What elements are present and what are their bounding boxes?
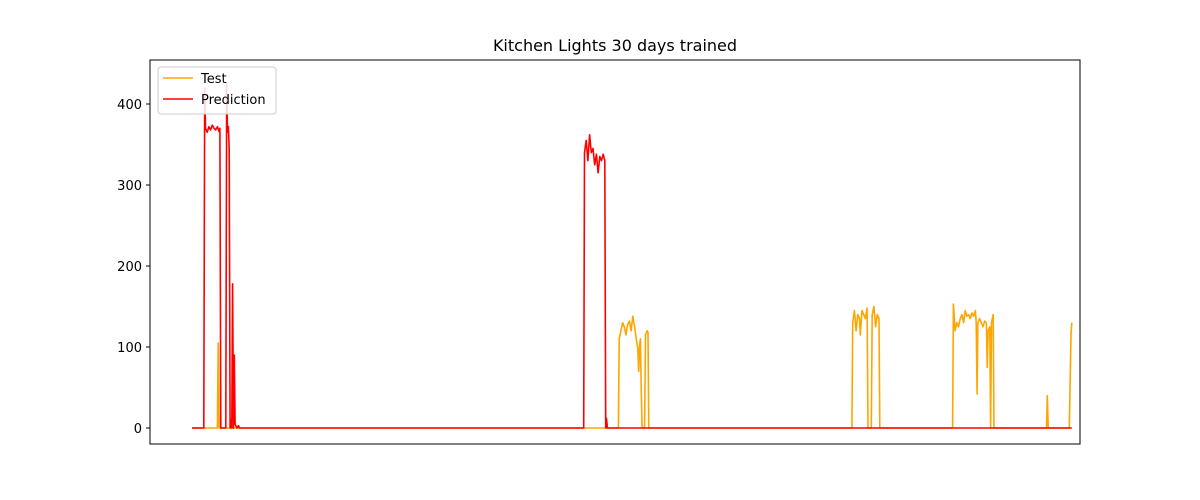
y-tick-label: 300 — [117, 179, 142, 194]
axes-frame — [149, 59, 1081, 445]
legend-label-prediction: Prediction — [201, 93, 266, 108]
legend-label-test: Test — [200, 72, 227, 87]
y-tick-label: 100 — [117, 341, 142, 356]
series-line-prediction — [192, 83, 1072, 429]
plot-area — [192, 83, 1073, 429]
y-tick-label: 400 — [117, 98, 142, 113]
series-line-test — [192, 303, 1073, 429]
chart-title: Kitchen Lights 30 days trained — [493, 36, 737, 55]
y-tick-label: 200 — [117, 260, 142, 275]
legend: Test Prediction — [157, 66, 277, 115]
y-tick-label: 0 — [134, 422, 142, 437]
